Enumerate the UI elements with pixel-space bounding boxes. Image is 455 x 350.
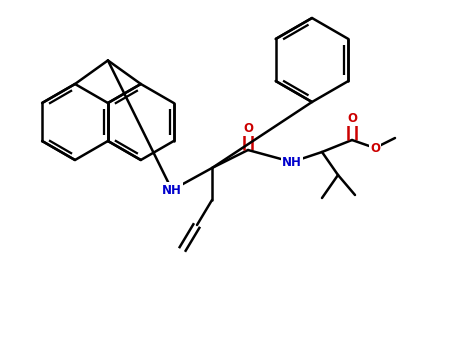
Text: O: O <box>370 141 380 154</box>
Text: NH: NH <box>162 183 182 196</box>
Text: O: O <box>347 112 357 125</box>
Text: O: O <box>243 121 253 134</box>
Text: NH: NH <box>282 155 302 168</box>
